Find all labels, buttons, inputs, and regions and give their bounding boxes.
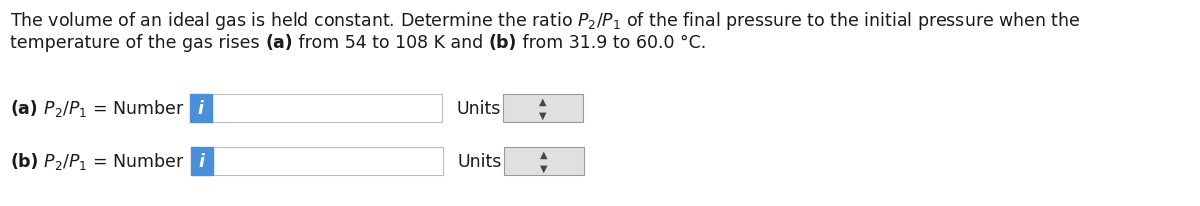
Text: (a): (a) xyxy=(10,99,37,117)
FancyBboxPatch shape xyxy=(190,95,212,122)
Text: $P_2/P_1$ = Number: $P_2/P_1$ = Number xyxy=(37,98,184,119)
Text: The volume of an ideal gas is held constant. Determine the ratio $P_2/P_1$ of th: The volume of an ideal gas is held const… xyxy=(10,10,1080,32)
Text: temperature of the gas rises: temperature of the gas rises xyxy=(10,34,265,52)
Text: ▲: ▲ xyxy=(539,97,547,107)
FancyBboxPatch shape xyxy=(503,95,583,122)
Text: i: i xyxy=(198,99,204,117)
FancyBboxPatch shape xyxy=(504,147,583,175)
Text: ▼: ▼ xyxy=(540,163,547,173)
Text: Units: Units xyxy=(457,99,502,117)
FancyBboxPatch shape xyxy=(212,147,443,175)
Text: ▲: ▲ xyxy=(540,149,547,159)
Text: (b): (b) xyxy=(488,34,517,52)
FancyBboxPatch shape xyxy=(191,147,212,175)
Text: Units: Units xyxy=(457,152,502,170)
Text: $P_2/P_1$ = Number: $P_2/P_1$ = Number xyxy=(38,151,185,172)
Text: from 31.9 to 60.0 °C.: from 31.9 to 60.0 °C. xyxy=(517,34,706,52)
FancyBboxPatch shape xyxy=(212,95,442,122)
Text: (b): (b) xyxy=(10,152,38,170)
Text: (a): (a) xyxy=(265,34,293,52)
Text: i: i xyxy=(199,152,205,170)
Text: from 54 to 108 K and: from 54 to 108 K and xyxy=(293,34,488,52)
Text: ▼: ▼ xyxy=(539,110,547,121)
